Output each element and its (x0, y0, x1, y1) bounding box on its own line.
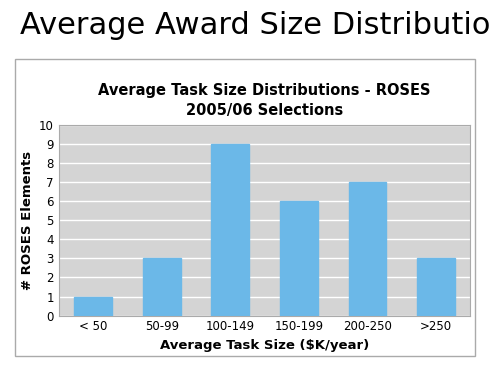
Bar (417, 258, 455, 316)
Bar (74, 297, 112, 316)
X-axis label: Average Task Size ($K/year): Average Task Size ($K/year) (160, 339, 369, 352)
Bar (211, 144, 249, 316)
Text: Average Award Size Distribution: Average Award Size Distribution (20, 11, 490, 40)
Bar (280, 201, 318, 316)
Bar (348, 182, 386, 316)
Y-axis label: # ROSES Elements: # ROSES Elements (21, 150, 33, 290)
Title: Average Task Size Distributions - ROSES
2005/06 Selections: Average Task Size Distributions - ROSES … (98, 83, 431, 118)
Bar (143, 258, 180, 316)
